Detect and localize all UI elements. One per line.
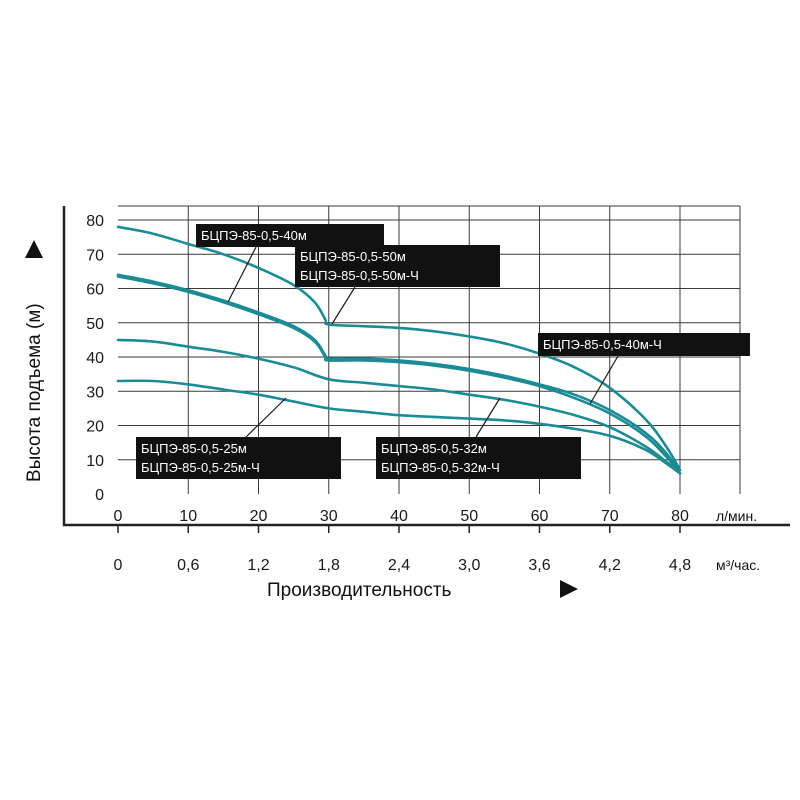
curve-label-text: БЦПЭ-85-0,5-40м: [201, 228, 307, 243]
series-line-2: [116, 275, 682, 475]
series-line-4: [116, 379, 682, 475]
y-tick-label: 80: [86, 213, 104, 230]
x2-tick-label: 0: [114, 557, 123, 574]
curve-label-text: БЦПЭ-85-0,5-25м: [141, 441, 247, 456]
axes-frame: [62, 206, 790, 527]
x2-tick-label: 1,2: [247, 557, 269, 574]
curve-label-text: БЦПЭ-85-0,5-50м: [300, 249, 406, 264]
x-tick-label: 0: [114, 508, 123, 525]
x-tick-label: 60: [531, 508, 549, 525]
x2-tick-label: 4,8: [669, 557, 691, 574]
x-tick-label: 30: [320, 508, 338, 525]
y-tick-label: 0: [95, 487, 104, 504]
curves: [116, 225, 682, 475]
curve-label-text: БЦПЭ-85-0,5-32м-Ч: [381, 460, 500, 475]
y-axis-arrow-icon: [25, 240, 43, 258]
y-tick-label: 30: [86, 384, 104, 401]
x2-tick-label: 3,0: [458, 557, 480, 574]
x2-tick-label: 2,4: [388, 557, 410, 574]
x-tick-label: 10: [179, 508, 197, 525]
x-tick-label: 80: [671, 508, 689, 525]
curve-label-box: [376, 437, 581, 479]
label-pointer: [227, 246, 257, 303]
x2-tick-label: 0,6: [177, 557, 199, 574]
x-tick-label: 50: [460, 508, 478, 525]
series-line-1: [116, 273, 682, 475]
x-tick-labels: 0 10 20 30 40 50 60 70 80: [114, 508, 689, 525]
x-axis-title: Производительность: [267, 580, 452, 601]
y-tick-label: 10: [86, 453, 104, 470]
series-line-0: [116, 225, 682, 472]
x-tick-label: 70: [601, 508, 619, 525]
curve-label-text: БЦПЭ-85-0,5-40м-Ч: [543, 337, 662, 352]
label-pointer: [331, 286, 356, 325]
y-tick-label: 50: [86, 316, 104, 333]
series-line-3: [116, 338, 682, 475]
label-pointer: [245, 397, 287, 438]
curve-label-text: БЦПЭ-85-0,5-25м-Ч: [141, 460, 260, 475]
x-tick-label: 40: [390, 508, 408, 525]
x2-unit-label: м³/час.: [716, 557, 760, 573]
y-tick-labels: 0 10 20 30 40 50 60 70 80: [86, 213, 104, 504]
x-unit-label: л/мин.: [716, 508, 757, 524]
y-tick-label: 20: [86, 419, 104, 436]
curve-label-box: [538, 333, 750, 356]
outer-axis-frame: [62, 206, 790, 527]
curve-labels: БЦПЭ-85-0,5-40м БЦПЭ-85-0,5-50м БЦПЭ-85-0,…: [136, 224, 750, 479]
y-tick-label: 40: [86, 350, 104, 367]
x2-tick-label: 1,8: [318, 557, 340, 574]
y-tick-label: 70: [86, 247, 104, 264]
x2-tick-label: 3,6: [528, 557, 550, 574]
y-tick-label: 60: [86, 282, 104, 299]
x2-tick-label: 4,2: [599, 557, 621, 574]
x-axis-arrow-icon: [560, 580, 578, 598]
y-axis-title: Высота подъема (м): [24, 303, 45, 482]
curve-label-box: [136, 437, 341, 479]
curve-label-box: [196, 224, 384, 247]
curve-label-box: [295, 245, 500, 287]
x-tick-label: 20: [250, 508, 268, 525]
x2-tick-labels: 0 0,6 1,2 1,8 2,4 3,0 3,6 4,2 4,8: [114, 525, 691, 574]
label-pointer: [475, 397, 501, 438]
curve-label-text: БЦПЭ-85-0,5-32м: [381, 441, 487, 456]
label-pointer: [589, 355, 619, 405]
label-pointers: [227, 246, 619, 438]
curve-label-text: БЦПЭ-85-0,5-50м-Ч: [300, 268, 419, 283]
